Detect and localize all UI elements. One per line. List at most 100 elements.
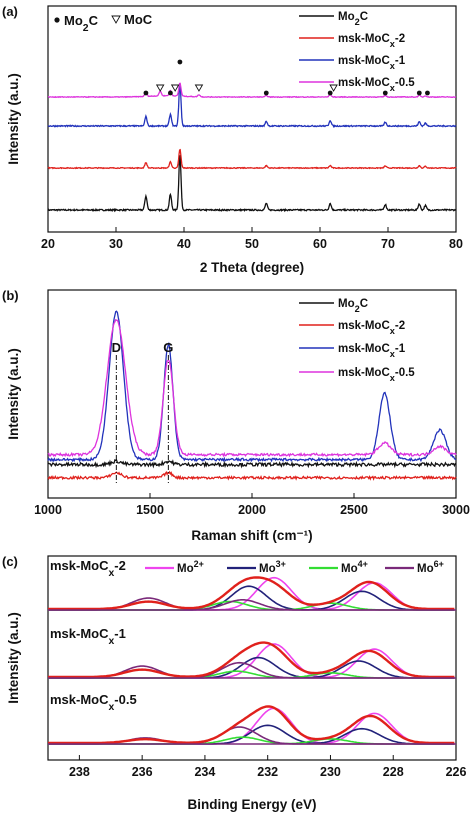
mo2c-marker — [416, 90, 422, 96]
legend-label: msk-MoCx-1 — [338, 343, 406, 359]
text-span: msk-MoC — [50, 558, 109, 573]
panel-label: (c) — [2, 554, 18, 569]
component-legend-label: Mo3+ — [259, 559, 286, 575]
band-label: D — [112, 340, 121, 355]
text-span: Mo — [64, 13, 83, 28]
x-tick-label: 20 — [41, 237, 55, 251]
x-tick-label: 2000 — [238, 503, 266, 517]
y-axis-label: Intensity (a.u.) — [6, 348, 21, 440]
series-line — [47, 82, 457, 99]
text-span: C — [89, 13, 99, 28]
spectrum-label: msk-MoCx-0.5 — [50, 692, 137, 713]
mo2c-marker — [177, 59, 183, 65]
spectrum-label: msk-MoCx-1 — [50, 626, 126, 647]
x-tick-label: 2500 — [340, 503, 368, 517]
mo2c-marker — [425, 90, 430, 96]
mo2c-marker — [263, 90, 269, 96]
series-line — [47, 148, 457, 170]
text-span: -1 — [395, 55, 406, 67]
text-span: msk-MoC — [338, 320, 390, 332]
x-tick-label: 40 — [177, 237, 191, 251]
panel-label: (a) — [2, 4, 18, 19]
mo2c-marker — [143, 90, 149, 96]
text-span: Mo — [338, 298, 355, 310]
text-span: msk-MoC — [50, 692, 109, 707]
text-span: -2 — [395, 33, 405, 45]
plot-frame — [47, 555, 457, 761]
text-span: Mo — [417, 563, 434, 575]
y-axis-label: Intensity (a.u.) — [6, 612, 21, 704]
subscript: x — [390, 326, 396, 336]
component-legend-label: Mo6+ — [417, 559, 444, 575]
x-tick-label: 236 — [132, 765, 153, 779]
text-span: msk-MoC — [338, 367, 390, 379]
legend-label: msk-MoCx-1 — [338, 55, 406, 71]
subscript: 2 — [83, 23, 89, 34]
text-span: -1 — [114, 626, 126, 641]
series-line — [47, 154, 457, 213]
x-tick-label: 226 — [446, 765, 467, 779]
x-tick-label: 60 — [313, 237, 327, 251]
series-line — [47, 318, 457, 458]
text-span: -0.5 — [395, 77, 415, 89]
subscript: x — [390, 61, 396, 71]
text-span: -2 — [114, 558, 126, 573]
x-axis-label: 2 Theta (degree) — [200, 260, 304, 275]
mo2c-marker — [327, 90, 333, 96]
x-tick-label: 228 — [383, 765, 404, 779]
panel-label: (b) — [2, 288, 19, 303]
text-span: Mo — [341, 563, 358, 575]
mo2c-legend-marker — [54, 17, 60, 23]
legend-label: msk-MoCx-0.5 — [338, 367, 415, 383]
x-tick-label: 1500 — [136, 503, 164, 517]
text-span: msk-MoC — [50, 626, 109, 641]
text-span: msk-MoC — [338, 77, 390, 89]
superscript: 2+ — [194, 559, 204, 569]
moc-marker — [155, 84, 165, 92]
legend-label: msk-MoCx-2 — [338, 320, 405, 336]
subscript: x — [390, 83, 396, 93]
x-axis-label: Binding Energy (eV) — [187, 797, 316, 812]
mo2c-legend-label: Mo2C — [64, 13, 99, 34]
y-axis-label: Intensity (a.u.) — [6, 73, 21, 165]
subscript: x — [390, 39, 396, 49]
text-span: msk-MoC — [338, 55, 390, 67]
superscript: 3+ — [276, 559, 286, 569]
legend-label: msk-MoCx-2 — [338, 33, 405, 49]
x-tick-label: 1000 — [34, 503, 62, 517]
moc-legend-marker — [111, 15, 121, 24]
spectrum-label: msk-MoCx-2 — [50, 558, 126, 579]
text-span: Mo — [259, 563, 276, 575]
text-span: msk-MoC — [338, 343, 390, 355]
subscript: x — [390, 373, 396, 383]
text-span: -0.5 — [395, 367, 415, 379]
subscript: x — [109, 568, 115, 579]
x-tick-label: 234 — [194, 765, 215, 779]
series-line — [47, 458, 457, 469]
subscript: x — [390, 349, 396, 359]
superscript: 4+ — [358, 559, 368, 569]
subscript: 2 — [355, 17, 360, 27]
text-span: -1 — [395, 343, 406, 355]
x-tick-label: 3000 — [442, 503, 470, 517]
superscript: 6+ — [434, 559, 444, 569]
fit-component-line — [48, 576, 455, 611]
moc-legend-label: MoC — [124, 12, 153, 27]
legend-label: Mo2C — [338, 11, 368, 27]
subscript: x — [109, 636, 115, 647]
text-span: msk-MoC — [338, 33, 390, 45]
component-legend-label: Mo4+ — [341, 559, 368, 575]
x-axis-label: Raman shift (cm⁻¹) — [191, 528, 312, 543]
subscript: 2 — [355, 304, 360, 314]
mo2c-marker — [168, 90, 173, 96]
series-line — [47, 84, 457, 129]
text-span: Mo — [338, 11, 355, 23]
subscript: x — [109, 702, 115, 713]
text-span: -0.5 — [114, 692, 136, 707]
legend-label: msk-MoCx-0.5 — [338, 77, 415, 93]
component-legend-label: Mo2+ — [177, 559, 204, 575]
mo2c-marker — [382, 90, 388, 96]
envelope-line — [48, 576, 455, 611]
moc-marker — [194, 84, 204, 92]
